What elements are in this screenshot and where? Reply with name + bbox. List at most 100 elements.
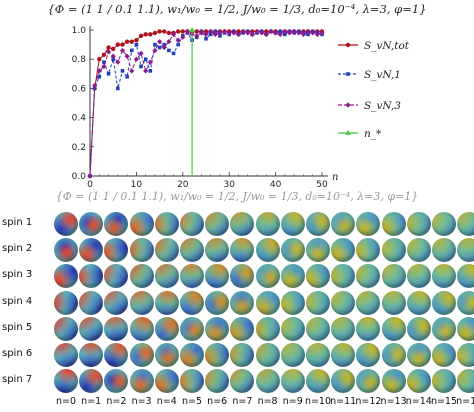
data-point-s_tot	[124, 39, 130, 44]
bloch-sphere	[331, 290, 356, 315]
data-point-s_1	[139, 64, 143, 69]
bloch-sphere	[331, 264, 356, 289]
data-point-s_tot	[180, 29, 185, 34]
spin-row-label: spin 5	[2, 321, 33, 333]
data-point-s_3	[273, 30, 279, 36]
data-point-s_3	[147, 59, 153, 65]
bloch-sphere	[280, 343, 305, 367]
bloch-sphere	[104, 212, 129, 236]
bloch-sphere	[306, 369, 330, 394]
data-point-s_1	[120, 69, 125, 73]
data-point-s_tot	[148, 32, 153, 37]
data-point-s_3	[166, 39, 172, 45]
data-point-s_3	[194, 33, 200, 39]
bloch-sphere	[180, 264, 204, 289]
bloch-sphere	[432, 238, 456, 263]
data-point-s_3	[133, 56, 139, 62]
data-point-s_1	[116, 86, 120, 91]
bloch-sphere	[154, 238, 179, 263]
bloch-sphere	[306, 238, 330, 263]
bloch-sphere	[356, 264, 381, 289]
step-column-label: n=13	[380, 396, 407, 408]
bloch-sphere	[255, 238, 280, 263]
step-column-label: n=2	[106, 396, 127, 408]
data-point-s_3	[282, 28, 288, 35]
step-column-label: n=16	[456, 396, 474, 408]
data-point-s_3	[180, 34, 186, 40]
legend-label: S_vN,tot	[364, 40, 410, 52]
step-column-label: n=11	[330, 396, 357, 408]
bloch-sphere	[104, 343, 129, 367]
bloch-sphere	[457, 290, 474, 315]
bloch-sphere	[79, 238, 104, 263]
data-point-s_1	[111, 57, 115, 61]
spin-row-label: spin 4	[2, 295, 33, 307]
data-point-s_3	[221, 28, 228, 35]
data-point-s_3	[105, 49, 112, 55]
bloch-sphere	[79, 212, 104, 236]
step-column-label: n=7	[232, 396, 253, 408]
data-point-s_tot	[143, 32, 148, 37]
data-point-s_tot	[203, 29, 209, 34]
data-point-s_tot	[166, 30, 172, 36]
bloch-sphere	[406, 343, 431, 367]
data-point-s_tot	[101, 52, 107, 58]
bloch-sphere	[280, 212, 305, 236]
step-column-label: n=1	[81, 396, 102, 408]
bloch-sphere	[432, 212, 456, 236]
data-point-s_1	[176, 42, 180, 47]
data-point-s_3	[310, 30, 316, 36]
data-point-s_3	[92, 82, 98, 89]
legend-swatch-marker	[345, 102, 351, 108]
y-tick-label: 0.8	[72, 55, 87, 65]
data-point-s_1	[171, 51, 176, 56]
step-column-label: n=8	[257, 396, 278, 408]
data-point-s_tot	[111, 46, 116, 52]
bloch-sphere	[406, 290, 431, 315]
data-point-s_1	[129, 48, 134, 53]
spin-row-label: spin 1	[2, 217, 33, 228]
data-point-s_3	[305, 28, 311, 35]
parameter-formula-mid: {Φ = (1 1 / 0.1 1.1), w₁/w₀ = 1/2, J/w₀ …	[55, 190, 419, 203]
data-point-s_3	[263, 31, 269, 37]
bloch-sphere	[79, 290, 104, 315]
bloch-sphere	[154, 343, 179, 367]
bloch-sphere	[280, 290, 305, 315]
data-point-s_3	[184, 28, 191, 35]
x-tick-label: 30	[223, 180, 235, 190]
data-point-s_tot	[115, 42, 121, 47]
bloch-sphere	[54, 343, 78, 367]
bloch-sphere	[205, 290, 230, 315]
bloch-sphere	[104, 316, 129, 341]
bloch-sphere	[457, 264, 474, 289]
bloch-sphere	[255, 316, 280, 341]
bloch-sphere	[432, 316, 456, 341]
data-point-s_3	[143, 68, 149, 74]
step-column-label: n=9	[282, 396, 303, 408]
data-point-s_3	[291, 28, 297, 35]
bloch-sphere	[331, 212, 356, 236]
y-tick-label: 0.6	[72, 84, 87, 94]
x-tick-label: 40	[270, 180, 282, 190]
bloch-sphere	[356, 343, 381, 367]
bloch-sphere	[154, 316, 179, 341]
data-point-s_3	[259, 30, 265, 36]
bloch-sphere	[381, 212, 406, 236]
bloch-sphere	[356, 369, 381, 394]
spin-row-label: spin 6	[2, 348, 33, 359]
data-point-s_1	[306, 32, 310, 37]
data-point-s_1	[204, 36, 208, 41]
bloch-sphere	[381, 343, 406, 367]
bloch-sphere	[180, 369, 204, 394]
bloch-sphere	[54, 212, 78, 236]
bloch-sphere	[255, 290, 280, 315]
data-point-s_3	[101, 63, 107, 70]
bloch-sphere	[230, 316, 255, 341]
bloch-sphere	[457, 238, 474, 263]
data-point-s_tot	[162, 29, 167, 34]
bloch-sphere	[154, 264, 179, 289]
data-point-s_tot	[134, 38, 139, 43]
y-tick-label: 0.4	[72, 114, 87, 124]
bloch-sphere	[104, 290, 129, 315]
data-point-s_1	[167, 48, 171, 53]
